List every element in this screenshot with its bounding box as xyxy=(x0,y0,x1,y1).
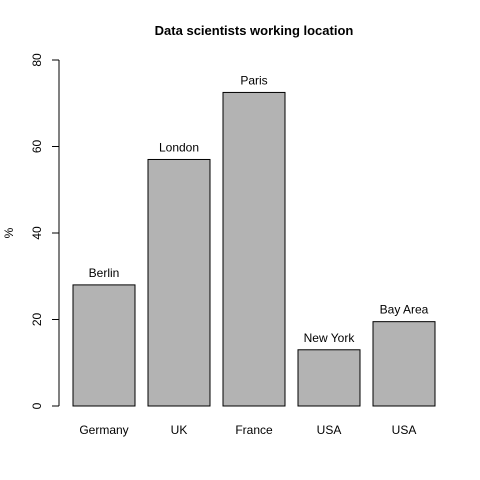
x-category-label: UK xyxy=(171,423,188,437)
bar-label: Paris xyxy=(240,73,267,87)
y-tick-label: 0 xyxy=(30,402,44,409)
bar-label: Berlin xyxy=(89,266,120,280)
chart-title: Data scientists working location xyxy=(155,23,354,38)
y-axis-label: % xyxy=(2,227,16,238)
x-category-label: France xyxy=(235,423,273,437)
bar-labels-group: Berlin London Paris New York Bay Area xyxy=(89,73,429,344)
x-category-label: USA xyxy=(317,423,342,437)
bars-group xyxy=(72,91,436,407)
x-category-label: USA xyxy=(392,423,417,437)
bar-label: London xyxy=(159,140,199,154)
y-tick-label: 60 xyxy=(30,140,44,154)
bar xyxy=(147,158,211,407)
bar xyxy=(72,284,136,407)
bar xyxy=(297,349,361,407)
y-tick-label: 40 xyxy=(30,226,44,240)
x-axis-labels: Germany UK France USA USA xyxy=(79,423,416,437)
y-axis-ticks: 0 20 40 60 80 xyxy=(30,53,59,409)
y-tick-label: 20 xyxy=(30,313,44,327)
y-tick-label: 80 xyxy=(30,53,44,67)
bar-label: Bay Area xyxy=(380,303,429,317)
x-category-label: Germany xyxy=(79,423,128,437)
bar xyxy=(372,321,436,407)
bar-label: New York xyxy=(304,331,356,345)
bar xyxy=(222,91,286,407)
